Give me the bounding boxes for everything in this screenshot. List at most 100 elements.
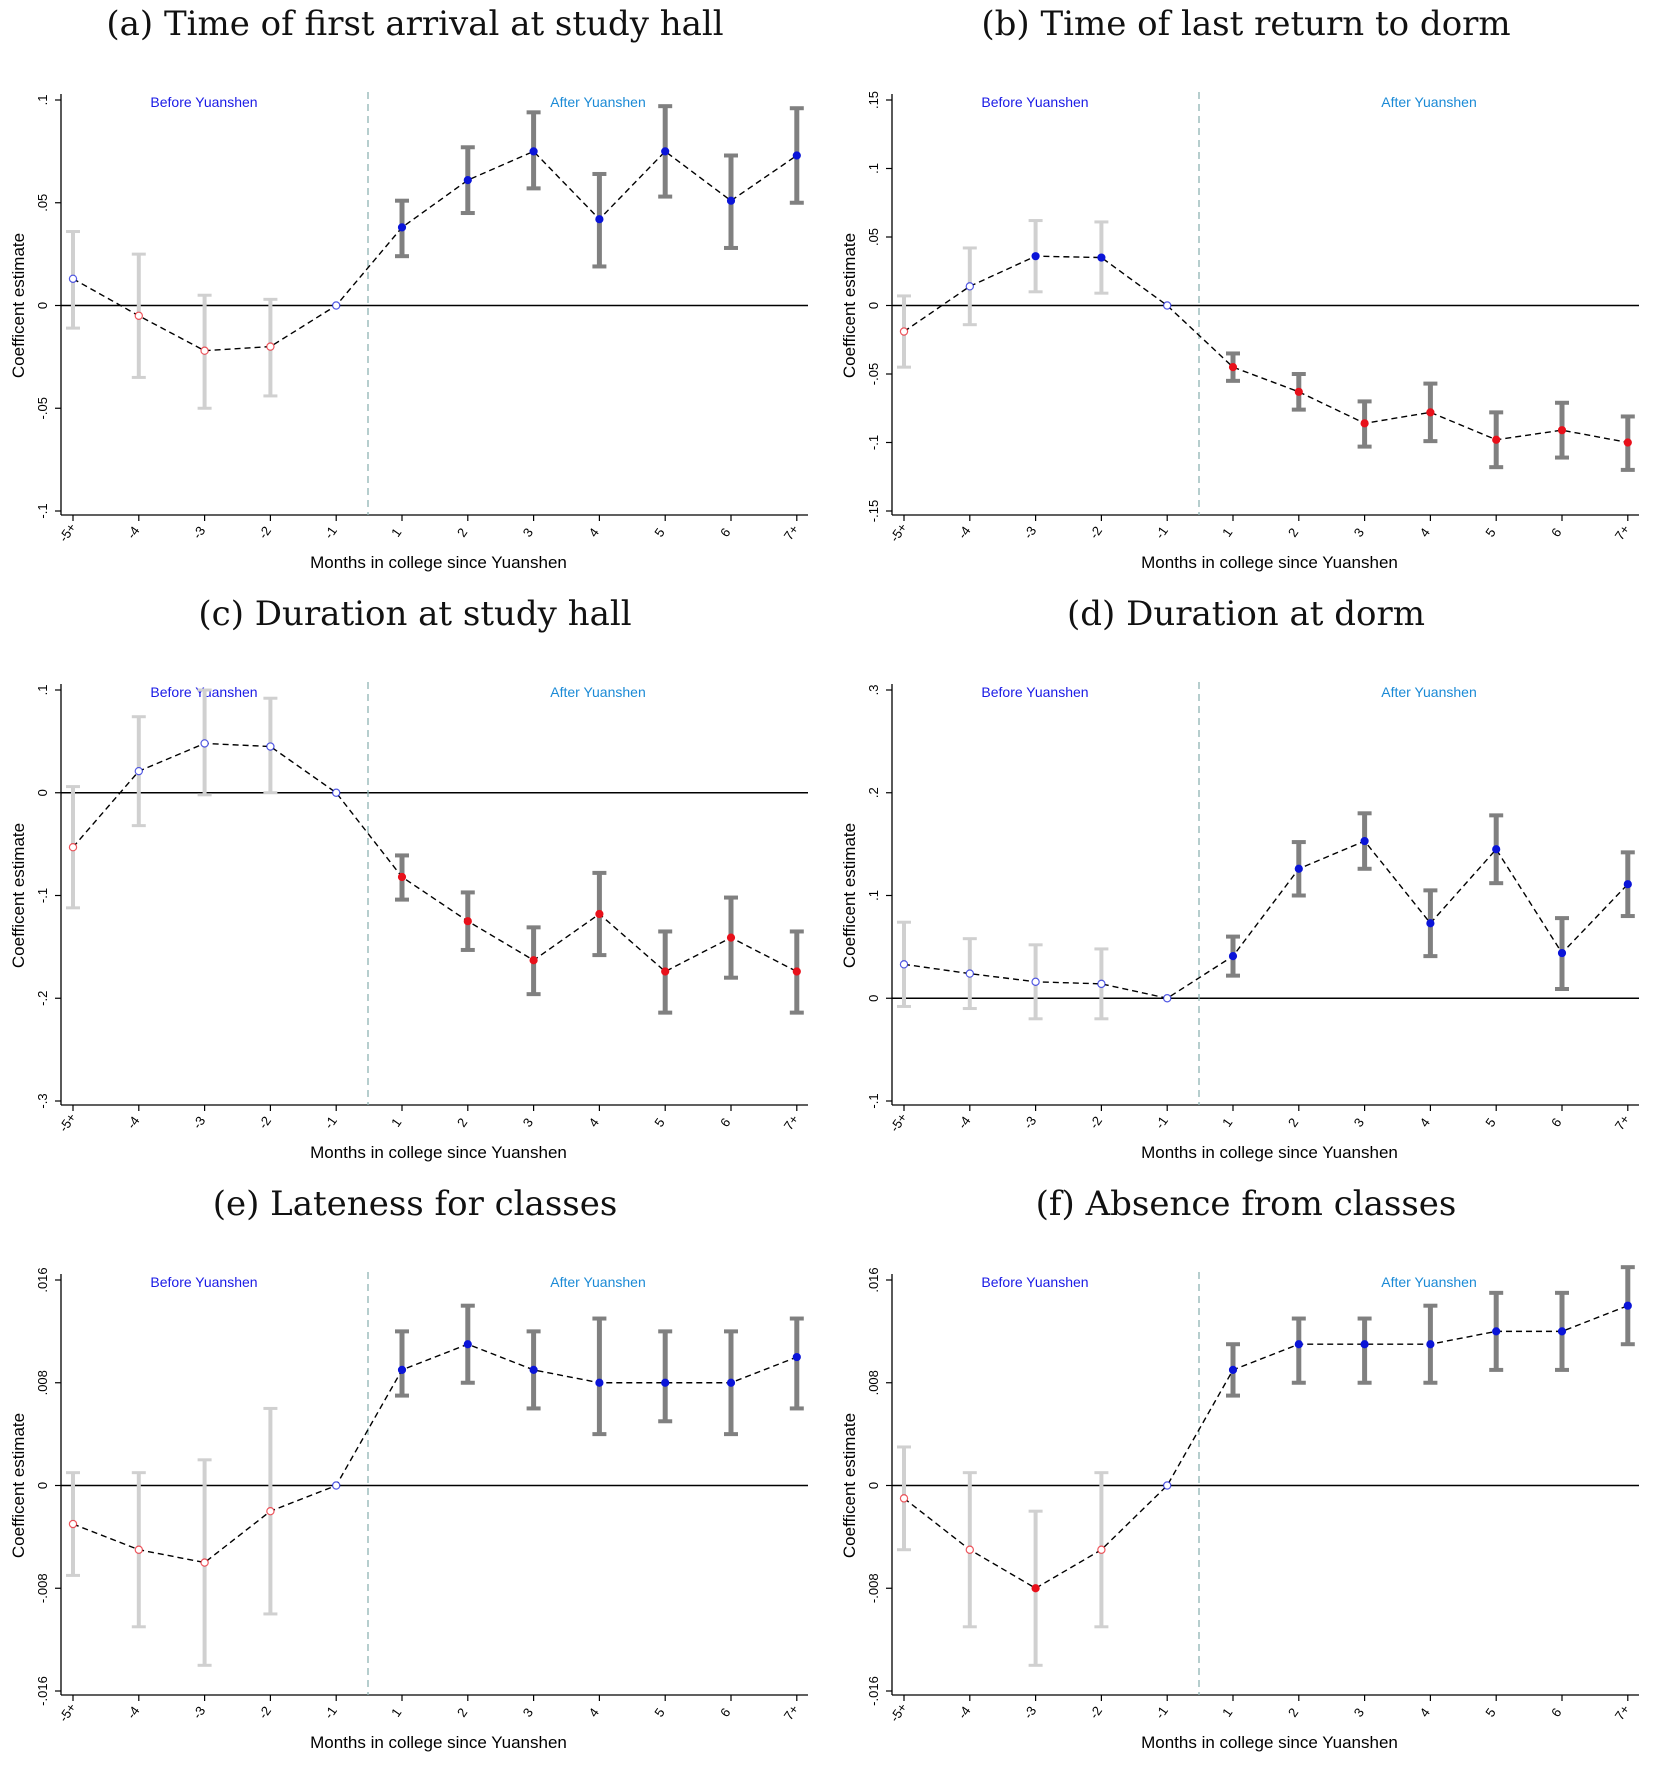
y-tick-label: -.1 [35, 503, 50, 518]
panel-f: (f) Absence from classes -.016 -.008 0 .008… [831, 1180, 1661, 1770]
x-tick-label: -1 [1152, 523, 1171, 541]
y-tick-label: -.1 [866, 435, 881, 450]
x-tick-label: 4 [1416, 1705, 1432, 1720]
point-estimate [200, 346, 209, 355]
point-estimate [529, 147, 538, 156]
x-tick-label: -3 [189, 1703, 208, 1721]
point-estimate [1097, 979, 1106, 989]
point-estimate [1163, 1481, 1172, 1490]
before-label: Before Yuanshen [981, 1274, 1088, 1290]
y-tick-label: .016 [866, 1267, 881, 1292]
point-estimate [792, 151, 801, 160]
x-tick-label: -5+ [56, 1700, 79, 1724]
chart-e: -.016 -.008 0 .008 .016 -5+ -4 -3 -2 -1 1 2 3 4 5 6 7+ Co… [9, 1267, 808, 1752]
point-estimate [68, 843, 78, 852]
x-axis-title: Months in college since Yuanshen [1141, 1143, 1398, 1162]
y-axis-title: Coefficent estimate [9, 1413, 28, 1558]
panel-title: (c) Duration at study hall [198, 594, 632, 634]
y-tick-label: .3 [866, 685, 881, 696]
y-tick-label: .05 [866, 228, 881, 246]
y-tick-label: -.05 [866, 363, 881, 385]
y-tick-label: .008 [866, 1370, 881, 1395]
point-estimate [463, 917, 472, 926]
x-tick-label: 1 [388, 1705, 404, 1720]
x-axis-title: Months in college since Yuanshen [1141, 1733, 1398, 1752]
x-tick-label: 2 [454, 1705, 470, 1720]
x-tick-label: 5 [651, 1705, 667, 1720]
x-tick-label: 2 [454, 525, 470, 540]
x-tick-label: 7+ [1612, 1112, 1633, 1133]
point-estimate [529, 1365, 538, 1375]
y-tick-label: -.008 [866, 1573, 881, 1603]
x-tick-label: 7+ [1612, 522, 1633, 543]
x-tick-label: 3 [520, 1115, 536, 1130]
point-estimate [792, 967, 801, 976]
y-tick-label: -.1 [866, 1093, 881, 1108]
chart-a: -.1 -.05 0 .05 .1 -5+ -4 -3 -2 -1 1 2 3 4 5 6 7+ Coeffice… [9, 92, 808, 572]
x-tick-label: 3 [1351, 525, 1367, 540]
point-estimate [266, 742, 275, 751]
x-tick-label: -4 [124, 523, 143, 541]
point-estimate [726, 933, 736, 942]
point-estimate [134, 311, 143, 320]
panel-a: (a) Time of first arrival at study hall … [0, 0, 830, 590]
point-estimate [965, 1545, 974, 1554]
panel-title: (e) Lateness for classes [212, 1184, 618, 1224]
after-label: After Yuanshen [550, 684, 645, 700]
x-tick-label: 5 [1482, 525, 1498, 540]
point-estimate [726, 1378, 736, 1387]
estimate-line [72, 150, 798, 352]
x-tick-label: -1 [1152, 1113, 1171, 1131]
point-estimate [529, 956, 538, 965]
before-label: Before Yuanshen [981, 684, 1088, 700]
after-label: After Yuanshen [550, 1274, 645, 1290]
x-axis-title: Months in college since Yuanshen [1141, 553, 1398, 572]
panel-title: (a) Time of first arrival at study hall [106, 4, 724, 44]
x-tick-label: 1 [1219, 1115, 1235, 1130]
point-estimate [595, 215, 604, 224]
after-label: After Yuanshen [1381, 1274, 1476, 1290]
point-estimate [332, 301, 341, 310]
point-estimate [1360, 419, 1369, 428]
point-estimate [595, 909, 604, 919]
point-estimate [1228, 363, 1238, 372]
y-tick-label: -.016 [866, 1676, 881, 1706]
point-estimate [1031, 252, 1040, 261]
point-estimate [1623, 1301, 1632, 1310]
x-tick-label: 5 [1482, 1705, 1498, 1720]
x-tick-label: 3 [1351, 1115, 1367, 1130]
point-estimate [200, 739, 209, 748]
point-estimate [965, 969, 974, 978]
x-tick-label: 3 [1351, 1705, 1367, 1720]
point-estimate [595, 1378, 604, 1387]
error-bar [592, 1316, 607, 1437]
estimate-line [903, 255, 1628, 444]
panel-e: (e) Lateness for classes -.016 -.008 0 .008… [0, 1180, 830, 1770]
y-tick-label: .1 [35, 95, 50, 106]
point-estimate [1557, 426, 1567, 435]
error-bar [1357, 1316, 1372, 1385]
point-estimate [1492, 845, 1501, 854]
error-bar [789, 1316, 804, 1411]
point-estimate [965, 282, 974, 291]
panel-title: (f) Absence from classes [1035, 1184, 1457, 1224]
x-tick-label: -5+ [56, 520, 79, 544]
before-label: Before Yuanshen [150, 94, 257, 110]
panel-title: (b) Time of last return to dorm [981, 4, 1511, 44]
x-tick-label: -2 [1086, 1703, 1105, 1721]
x-tick-label: -5+ [56, 1110, 79, 1134]
point-estimate [200, 1558, 209, 1567]
x-tick-label: -3 [1020, 1703, 1039, 1721]
x-tick-label: -1 [1152, 1703, 1171, 1721]
y-tick-label: .1 [866, 163, 881, 174]
point-estimate [463, 176, 472, 185]
point-estimate [134, 766, 143, 776]
y-axis-title: Coefficent estimate [9, 823, 28, 968]
x-tick-label: -1 [321, 1703, 340, 1721]
point-estimate [1426, 1340, 1435, 1349]
point-estimate [1031, 1584, 1040, 1593]
x-tick-label: -4 [124, 1703, 143, 1721]
y-tick-label: 0 [35, 1482, 50, 1489]
before-label: Before Yuanshen [981, 94, 1088, 110]
x-tick-label: 4 [585, 1115, 601, 1130]
